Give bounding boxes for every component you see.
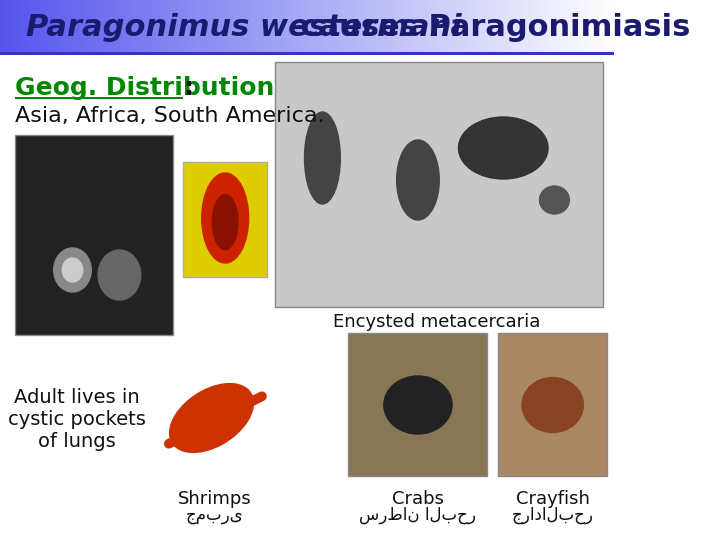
Circle shape bbox=[62, 258, 83, 282]
Ellipse shape bbox=[522, 377, 583, 433]
Ellipse shape bbox=[384, 376, 452, 434]
Bar bbox=[0, 52, 614, 55]
Text: Shrimps: Shrimps bbox=[178, 490, 252, 508]
Text: Paragonimus westermani: Paragonimus westermani bbox=[26, 14, 462, 43]
Ellipse shape bbox=[539, 186, 570, 214]
Text: Asia, Africa, South America.: Asia, Africa, South America. bbox=[15, 106, 325, 126]
Text: سرطان البحر: سرطان البحر bbox=[359, 506, 477, 524]
Text: :: : bbox=[184, 76, 193, 100]
Circle shape bbox=[54, 248, 91, 292]
Text: Encysted metacercaria: Encysted metacercaria bbox=[333, 313, 541, 331]
Bar bbox=[274, 62, 603, 307]
Bar bbox=[15, 135, 173, 335]
Ellipse shape bbox=[212, 194, 238, 249]
Text: جمبرى: جمبرى bbox=[186, 506, 244, 524]
Bar bbox=[348, 333, 487, 476]
Text: causes Paragonimiasis: causes Paragonimiasis bbox=[290, 14, 690, 43]
Bar bbox=[184, 162, 267, 277]
FancyArrowPatch shape bbox=[168, 396, 262, 444]
Circle shape bbox=[98, 250, 140, 300]
Text: Adult lives in
cystic pockets
of lungs: Adult lives in cystic pockets of lungs bbox=[8, 388, 145, 451]
Bar bbox=[15, 97, 184, 99]
Bar bbox=[498, 333, 607, 476]
Bar bbox=[0, 55, 614, 540]
Text: جرادالبحر: جرادالبحر bbox=[512, 506, 594, 524]
Text: Crabs: Crabs bbox=[392, 490, 444, 508]
Ellipse shape bbox=[459, 117, 548, 179]
Ellipse shape bbox=[170, 383, 253, 453]
Text: Crayfish: Crayfish bbox=[516, 490, 590, 508]
Ellipse shape bbox=[202, 173, 248, 263]
Ellipse shape bbox=[397, 140, 439, 220]
Ellipse shape bbox=[305, 112, 341, 204]
Text: Geog. Distribution: Geog. Distribution bbox=[15, 76, 275, 100]
